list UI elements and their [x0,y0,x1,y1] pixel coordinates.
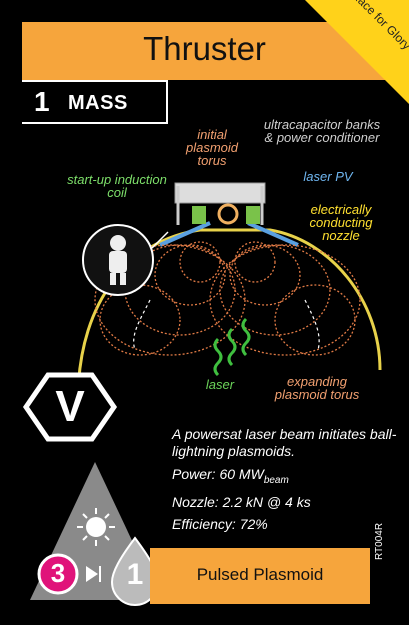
hexagon-icon [22,372,118,442]
card-title: Thruster [143,30,266,67]
label-laser-pv: laser PV [303,169,353,184]
power-sub: beam [263,474,289,486]
power-label: Power: 60 MW [172,466,264,482]
mass-box [22,80,168,124]
mass-value: 1 [34,86,50,117]
card-code: RT004R [374,522,385,560]
nozzle-stat: Nozzle: 2.2 kN @ 4 ks [172,493,311,510]
mass-label: MASS [68,92,128,114]
description: A powersat laser beam initiates ball-lig… [172,426,397,538]
efficiency-stat: Efficiency: 72% [172,515,268,532]
power-stat: Power: 60 MWbeam [172,466,397,489]
card-name: Pulsed Plasmoid [196,565,324,584]
sun-icon [77,508,115,546]
thrust-value: 1 [126,558,144,591]
description-lead: A powersat laser beam initiates ball-lig… [172,426,397,459]
type-symbol: V [55,382,85,431]
name-bar [150,548,370,604]
astronaut-icon [82,224,169,296]
arrow-icon [86,566,101,582]
label-expanding: expanding plasmoid torus [274,374,360,402]
label-laser: laser [205,377,235,392]
label-ultracapacitor: ultracapacitor banks & power conditioner [263,117,381,145]
label-induction-coil: start-up induction coil [67,172,167,200]
label-nozzle: electrically conducting nozzle [309,202,373,243]
label-initial-plasmoid: initial plasmoid torus [185,127,239,168]
fuel-step-value: 3 [50,558,66,588]
